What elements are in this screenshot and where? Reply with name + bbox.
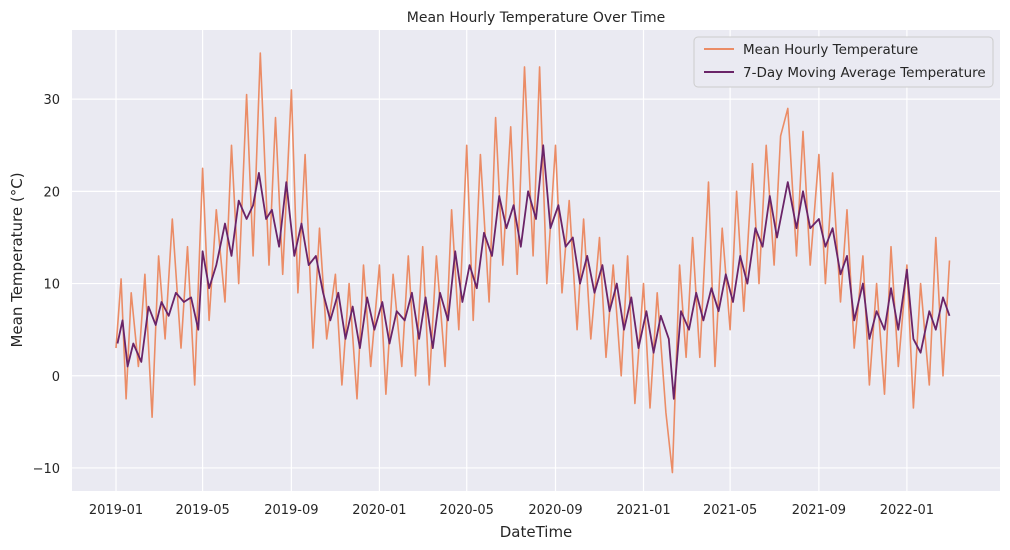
x-axis-ticks: 2019-01 2019-05 2019-09 2020-01 2020-05 2020-…: [89, 503, 934, 518]
y-tick-label: −10: [33, 462, 60, 477]
y-tick-label: 30: [43, 93, 60, 108]
x-axis-title: DateTime: [500, 523, 573, 541]
series-lines: [115, 52, 951, 474]
series-line-moving-average: [116, 144, 951, 400]
legend-label-hourly: Mean Hourly Temperature: [743, 42, 918, 58]
x-tick-label: 2020-01: [352, 503, 406, 518]
y-tick-label: 10: [43, 278, 60, 293]
x-tick-label: 2020-09: [528, 503, 582, 518]
x-tick-label: 2019-05: [175, 503, 229, 518]
legend-label-moving-average: 7-Day Moving Average Temperature: [743, 65, 986, 81]
x-tick-label: 2020-05: [440, 503, 494, 518]
chart-title: Mean Hourly Temperature Over Time: [407, 10, 665, 26]
y-tick-label: 20: [43, 185, 60, 200]
x-tick-label: 2019-09: [264, 503, 318, 518]
series-line-hourly: [115, 52, 951, 474]
x-tick-label: 2022-01: [880, 503, 934, 518]
legend: Mean Hourly Temperature 7-Day Moving Ave…: [693, 36, 994, 88]
y-axis-ticks: −10 0 10 20 30: [33, 93, 60, 477]
x-tick-label: 2021-05: [703, 503, 757, 518]
x-tick-label: 2019-01: [89, 503, 143, 518]
y-axis-title: Mean Temperature (°C): [8, 172, 26, 347]
legend-box: [693, 36, 994, 88]
x-tick-label: 2021-09: [792, 503, 846, 518]
x-tick-label: 2021-01: [616, 503, 670, 518]
y-tick-label: 0: [52, 370, 60, 385]
